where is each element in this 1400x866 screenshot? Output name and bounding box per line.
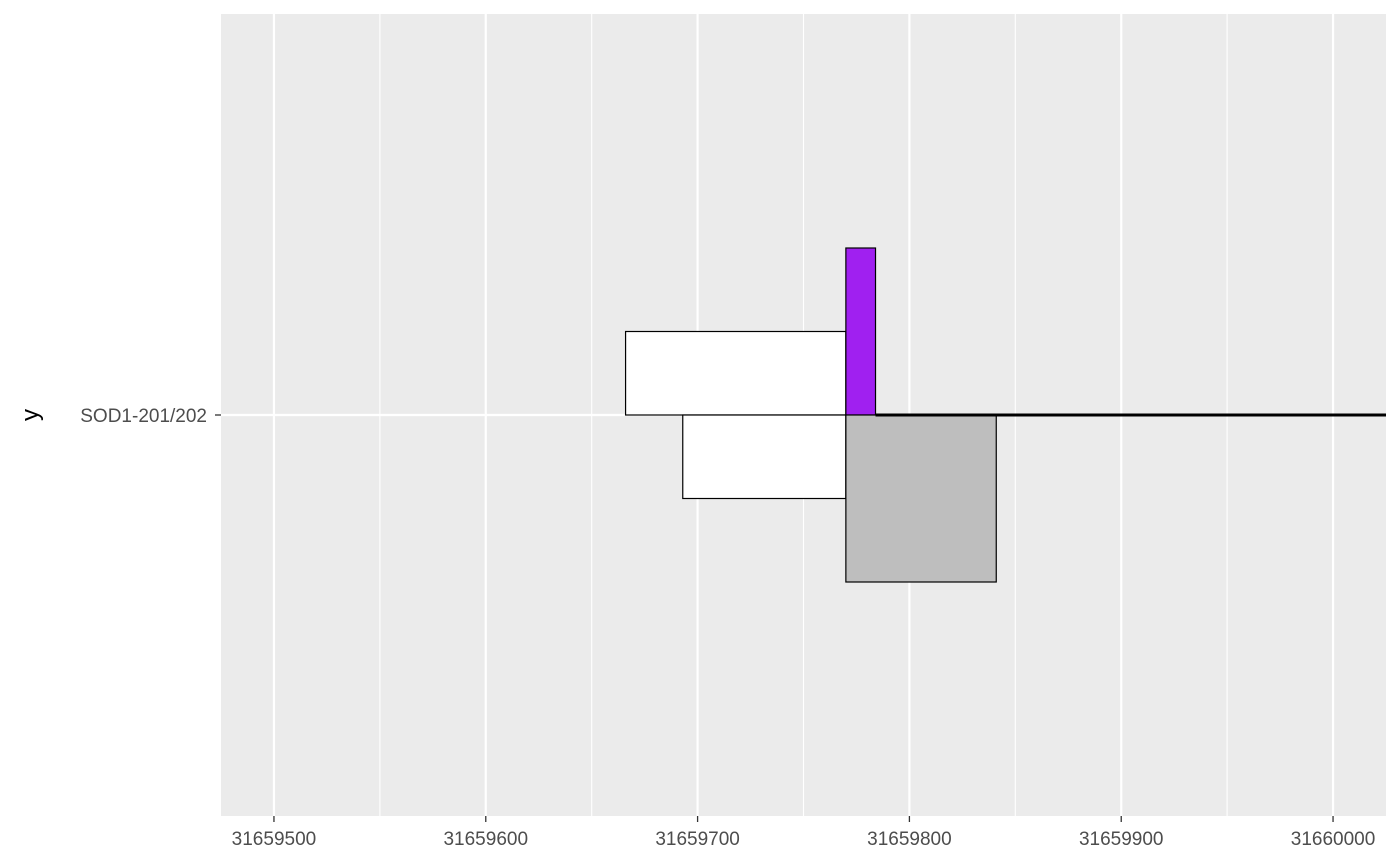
box-purple [845,247,877,416]
box-lower-left [682,414,847,500]
box-upper-left [624,330,847,416]
x-tick-label: 31659500 [232,829,317,850]
x-axis: 31659500 31659600 31659700 31659800 31659900… [232,816,1376,850]
y-tick-label: SOD1-201/202 [80,406,207,427]
chart-marks [624,247,1386,583]
x-tick-label: 31659900 [1079,829,1164,850]
x-tick-label: 31660000 [1291,829,1376,850]
box-grey [845,414,997,583]
y-axis-title: y [17,409,44,421]
x-tick-label: 31659800 [867,829,952,850]
x-tick-label: 31659700 [655,829,740,850]
x-tick-label: 31659600 [443,829,528,850]
y-axis: SOD1-201/202 [80,406,221,427]
